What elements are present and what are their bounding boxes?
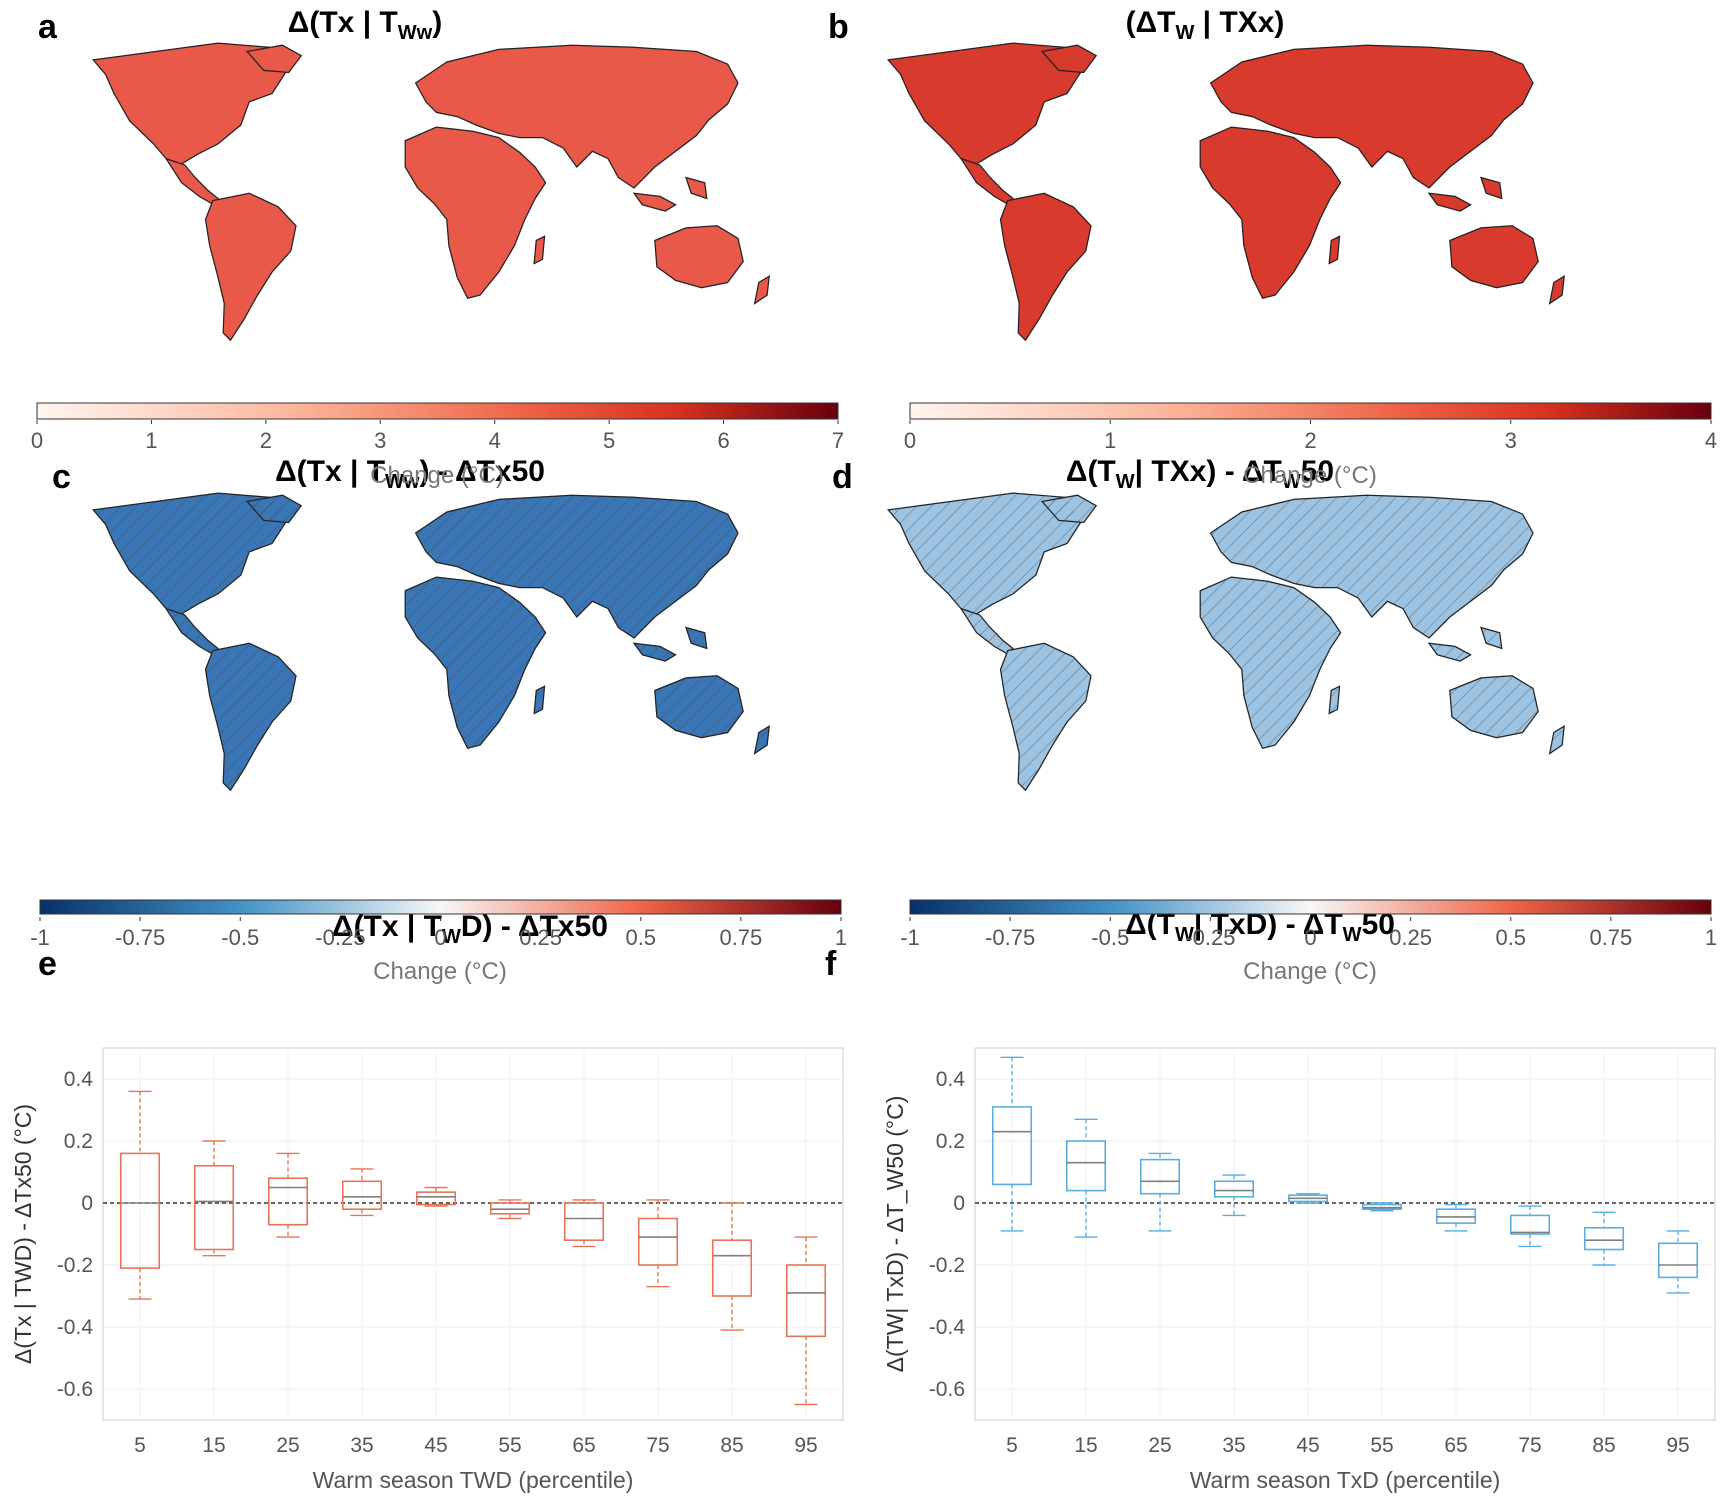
y-tick-label: -0.6 bbox=[929, 1378, 965, 1401]
colorbar-label-c: Change (°C) bbox=[373, 958, 507, 985]
y-tick-label: -0.6 bbox=[57, 1378, 93, 1401]
panel-title-e: Δ(Tx | TWD) - ΔTx50 bbox=[332, 910, 608, 948]
x-tick-label: 25 bbox=[1148, 1434, 1171, 1457]
y-tick-label: -0.2 bbox=[57, 1254, 93, 1277]
box-85 bbox=[711, 1239, 753, 1297]
box-85 bbox=[1583, 1227, 1625, 1251]
y-tick-label: -0.4 bbox=[929, 1316, 966, 1339]
panel-letter-b: b bbox=[828, 8, 849, 46]
box-75 bbox=[1509, 1214, 1551, 1235]
x-tick-label: 65 bbox=[1444, 1434, 1467, 1457]
x-tick-label: 15 bbox=[202, 1434, 225, 1457]
y-tick-label: -0.2 bbox=[929, 1254, 965, 1277]
x-tick-label: 5 bbox=[1006, 1434, 1018, 1457]
colorbar-label-a: Change (°C) bbox=[370, 462, 504, 489]
box-25 bbox=[267, 1177, 309, 1226]
plot-frame bbox=[974, 1047, 1716, 1421]
x-tick-label: 5 bbox=[134, 1434, 146, 1457]
box-45 bbox=[415, 1191, 457, 1206]
y-tick-label: 0.2 bbox=[64, 1130, 93, 1153]
panel-title-b: (ΔTW | TXx) bbox=[1125, 6, 1285, 44]
x-axis-label: Warm season TxD (percentile) bbox=[1190, 1467, 1501, 1493]
x-tick-label: 35 bbox=[1222, 1434, 1245, 1457]
x-tick-label: 75 bbox=[646, 1434, 669, 1457]
panel-letter-d: d bbox=[832, 458, 853, 496]
x-tick-label: 75 bbox=[1518, 1434, 1541, 1457]
box-15 bbox=[193, 1165, 235, 1251]
x-axis-label: Warm season TWD (percentile) bbox=[313, 1467, 634, 1493]
x-tick-label: 45 bbox=[424, 1434, 447, 1457]
x-tick-label: 95 bbox=[794, 1434, 817, 1457]
y-tick-label: 0.2 bbox=[936, 1130, 965, 1153]
box-75 bbox=[637, 1217, 679, 1266]
x-tick-label: 85 bbox=[720, 1434, 743, 1457]
x-tick-label: 65 bbox=[572, 1434, 595, 1457]
x-tick-label: 25 bbox=[276, 1434, 299, 1457]
x-tick-label: 95 bbox=[1666, 1434, 1689, 1457]
boxplot-f: 0.4 0.2 0 -0.2 -0.4 -0.6 5 15 25 35 45 55 65 75 85 95 Wa… bbox=[882, 1047, 1716, 1493]
y-tick-label: 0 bbox=[81, 1192, 93, 1215]
y-tick-label: 0.4 bbox=[64, 1068, 94, 1091]
colorbar-label-b: Change (°C) bbox=[1243, 462, 1377, 489]
box-95 bbox=[785, 1264, 827, 1338]
x-tick-label: 85 bbox=[1592, 1434, 1615, 1457]
boxplot-e: 0.4 0.2 0 -0.2 -0.4 -0.6 5 15 25 35 45 55 65 75 85 95 Wa… bbox=[10, 1047, 844, 1493]
box-35 bbox=[341, 1180, 383, 1211]
panel-title-c: Δ(Tx | TWw) - ΔTx50 bbox=[275, 455, 545, 493]
x-tick-label: 45 bbox=[1296, 1434, 1319, 1457]
panel-title-a: Δ(Tx | TWw) bbox=[287, 6, 443, 44]
box-5 bbox=[991, 1106, 1033, 1186]
panel-letter-e: e bbox=[38, 945, 57, 983]
box-35 bbox=[1213, 1180, 1255, 1198]
y-tick-label: 0 bbox=[953, 1192, 965, 1215]
box-5 bbox=[119, 1152, 161, 1269]
y-tick-label: 0.4 bbox=[936, 1068, 966, 1091]
x-tick-label: 55 bbox=[498, 1434, 521, 1457]
y-axis-label: Δ(TW| TxD) - ΔT_W50 (°C) bbox=[882, 1096, 908, 1373]
panel-letter-a: a bbox=[38, 8, 57, 46]
box-65 bbox=[563, 1202, 605, 1242]
box-25 bbox=[1139, 1158, 1181, 1195]
panel-title-d: Δ(TW| TXx) - ΔTW50 bbox=[1065, 455, 1335, 493]
panel-letter-f: f bbox=[825, 945, 837, 983]
panel-letter-c: c bbox=[52, 458, 71, 496]
plot-frame bbox=[102, 1047, 844, 1421]
x-tick-label: 55 bbox=[1370, 1434, 1393, 1457]
box-15 bbox=[1065, 1140, 1107, 1192]
y-axis-label: Δ(Tx | TWD) - ΔTx50 (°C) bbox=[10, 1104, 36, 1364]
y-tick-label: -0.4 bbox=[57, 1316, 94, 1339]
colorbar-label-d: Change (°C) bbox=[1243, 958, 1377, 985]
box-95 bbox=[1657, 1242, 1699, 1279]
x-tick-label: 35 bbox=[350, 1434, 373, 1457]
x-tick-label: 15 bbox=[1074, 1434, 1097, 1457]
